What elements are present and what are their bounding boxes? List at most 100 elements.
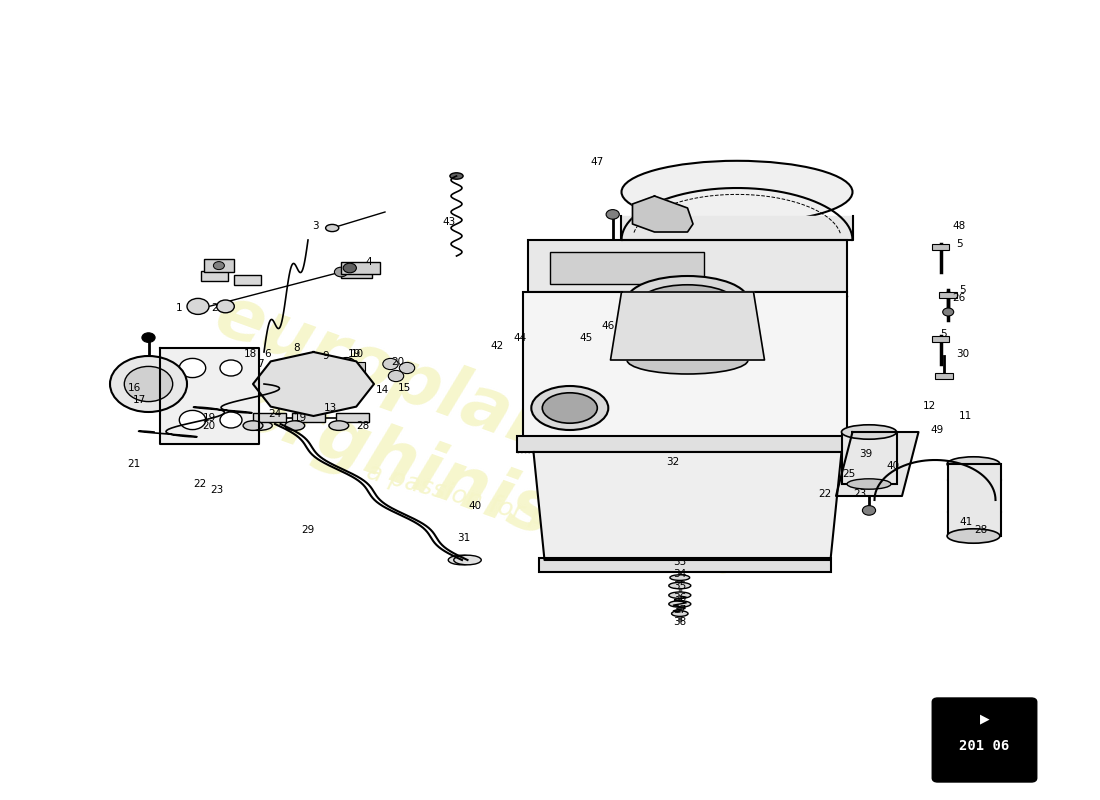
Text: 15: 15 (398, 383, 411, 393)
Circle shape (321, 358, 339, 370)
Circle shape (217, 300, 234, 313)
Ellipse shape (243, 421, 263, 430)
Ellipse shape (627, 346, 748, 374)
Text: a passion for parts since 1985: a passion for parts since 1985 (364, 459, 736, 581)
Text: 39: 39 (859, 450, 872, 459)
Text: 7: 7 (257, 359, 264, 369)
Bar (234, 275, 261, 285)
Text: 20: 20 (202, 422, 216, 431)
Circle shape (343, 263, 356, 273)
Bar (306, 358, 321, 370)
Text: 23: 23 (854, 490, 867, 499)
Ellipse shape (285, 421, 305, 430)
Bar (522, 292, 847, 440)
Ellipse shape (542, 393, 597, 423)
Polygon shape (836, 432, 918, 496)
Text: 31: 31 (458, 534, 471, 543)
Text: 26: 26 (953, 293, 966, 302)
Bar (517, 436, 852, 452)
Bar (292, 413, 324, 422)
Bar (350, 362, 365, 374)
Text: 23: 23 (210, 485, 223, 494)
Text: 38: 38 (673, 618, 686, 627)
Polygon shape (160, 348, 258, 444)
Text: 24: 24 (268, 410, 282, 419)
Text: 3: 3 (312, 221, 319, 230)
Bar (284, 362, 299, 374)
Circle shape (288, 358, 306, 370)
Polygon shape (534, 452, 842, 560)
Ellipse shape (669, 601, 691, 607)
Bar (539, 558, 830, 572)
Bar (336, 413, 368, 422)
Text: 1: 1 (176, 303, 183, 313)
Ellipse shape (244, 421, 273, 430)
Ellipse shape (329, 421, 349, 430)
Text: 22: 22 (194, 479, 207, 489)
Text: 17: 17 (133, 395, 146, 405)
Text: 21: 21 (128, 459, 141, 469)
Ellipse shape (453, 555, 482, 565)
Ellipse shape (947, 529, 1000, 543)
Ellipse shape (669, 592, 691, 598)
Bar (328, 358, 343, 370)
Ellipse shape (671, 611, 689, 616)
Text: 201 06: 201 06 (959, 739, 1010, 754)
Ellipse shape (621, 161, 852, 223)
Text: 47: 47 (591, 157, 604, 166)
Polygon shape (621, 216, 852, 240)
Circle shape (943, 308, 954, 316)
Circle shape (179, 410, 206, 430)
Bar (341, 262, 380, 274)
Text: 18: 18 (244, 349, 257, 358)
Bar (253, 413, 286, 422)
Bar (341, 267, 372, 278)
Bar (932, 244, 949, 250)
Text: 8: 8 (294, 343, 300, 353)
Text: 42: 42 (491, 342, 504, 351)
Ellipse shape (670, 574, 690, 581)
Circle shape (110, 356, 187, 412)
Text: 28: 28 (356, 421, 370, 430)
Text: 11: 11 (959, 411, 972, 421)
Text: 4: 4 (365, 258, 372, 267)
Text: 41: 41 (959, 518, 972, 527)
Circle shape (124, 366, 173, 402)
Ellipse shape (947, 457, 1000, 471)
Circle shape (213, 262, 224, 270)
Text: 22: 22 (818, 490, 832, 499)
Text: 40: 40 (887, 462, 900, 471)
Ellipse shape (627, 276, 748, 324)
Circle shape (305, 358, 322, 370)
Circle shape (220, 360, 242, 376)
Bar (528, 240, 847, 292)
Text: 34: 34 (673, 570, 686, 579)
Text: 16: 16 (128, 383, 141, 393)
Circle shape (383, 358, 398, 370)
Text: 29: 29 (301, 526, 315, 535)
Text: 6: 6 (264, 349, 271, 358)
Bar (932, 336, 949, 342)
Ellipse shape (531, 386, 608, 430)
FancyBboxPatch shape (933, 698, 1036, 782)
Text: 37: 37 (673, 606, 686, 615)
Text: 32: 32 (667, 458, 680, 467)
Circle shape (388, 370, 404, 382)
Text: 5: 5 (959, 286, 966, 295)
Polygon shape (632, 196, 693, 232)
Text: 45: 45 (580, 334, 593, 343)
Circle shape (220, 412, 242, 428)
Text: 19: 19 (294, 414, 307, 423)
Text: 19: 19 (202, 414, 216, 423)
Circle shape (142, 333, 155, 342)
Text: 5: 5 (940, 329, 947, 338)
Text: 40: 40 (469, 502, 482, 511)
Bar (204, 259, 234, 272)
Text: 12: 12 (923, 402, 936, 411)
Bar (201, 271, 228, 281)
Ellipse shape (638, 285, 737, 323)
Ellipse shape (847, 478, 891, 489)
Circle shape (334, 267, 348, 277)
Text: 44: 44 (514, 334, 527, 343)
Ellipse shape (669, 582, 691, 589)
